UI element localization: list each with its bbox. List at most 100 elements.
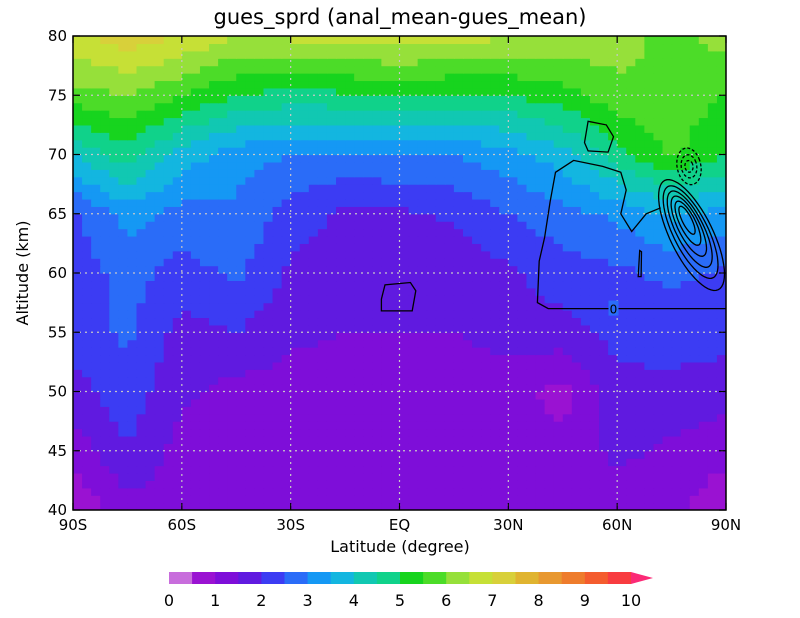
heatmap-cell — [426, 280, 437, 289]
heatmap-cell — [707, 339, 718, 348]
heatmap-cell — [345, 95, 355, 104]
heatmap-cell — [381, 287, 392, 296]
heatmap-cell — [326, 184, 337, 193]
heatmap-cell — [91, 36, 101, 45]
heatmap-cell — [172, 354, 183, 363]
heatmap-cell — [417, 502, 428, 510]
heatmap-cell — [517, 413, 528, 422]
heatmap-cell — [417, 213, 428, 222]
heatmap-cell — [163, 250, 174, 259]
heatmap-cell — [662, 258, 673, 267]
heatmap-cell — [490, 250, 500, 259]
heatmap-cell — [245, 458, 255, 467]
heatmap-cell — [435, 73, 446, 82]
heatmap-cell — [372, 361, 382, 370]
heatmap-cell — [381, 95, 392, 104]
heatmap-cell — [100, 80, 110, 89]
heatmap-cell — [426, 147, 437, 156]
heatmap-cell — [254, 317, 265, 326]
heatmap-cell — [517, 124, 528, 133]
heatmap-cell — [354, 206, 364, 215]
heatmap-cell — [326, 117, 337, 126]
heatmap-cell — [91, 421, 101, 430]
heatmap-cell — [354, 435, 364, 444]
heatmap-cell — [462, 213, 473, 222]
heatmap-cell — [553, 102, 564, 111]
heatmap-cell — [317, 139, 328, 148]
heatmap-cell — [526, 502, 537, 510]
heatmap-cell — [626, 213, 636, 222]
heatmap-cell — [109, 139, 119, 148]
heatmap-cell — [299, 50, 310, 59]
heatmap-cell — [589, 428, 600, 437]
heatmap-cell — [109, 184, 119, 193]
heatmap-cell — [626, 310, 636, 319]
heatmap-cell — [508, 65, 518, 74]
heatmap-cell — [127, 472, 138, 481]
heatmap-cell — [680, 324, 691, 333]
heatmap-cell — [136, 36, 147, 45]
heatmap-cell — [517, 361, 528, 370]
heatmap-cell — [644, 176, 655, 185]
heatmap-cell — [190, 250, 201, 259]
heatmap-cell — [136, 110, 147, 119]
heatmap-cell — [272, 384, 283, 393]
heatmap-cell — [426, 124, 437, 133]
heatmap-cell — [218, 458, 228, 467]
heatmap-cell — [689, 324, 700, 333]
heatmap-cell — [526, 147, 537, 156]
heatmap-cell — [263, 391, 274, 400]
heatmap-cell — [345, 117, 355, 126]
heatmap-cell — [562, 450, 573, 459]
heatmap-cell — [481, 287, 491, 296]
heatmap-cell — [526, 132, 537, 141]
heatmap-cell — [408, 228, 419, 237]
heatmap-cell — [698, 495, 709, 504]
heatmap-cell — [698, 80, 709, 89]
heatmap-cell — [544, 80, 555, 89]
heatmap-cell — [127, 169, 138, 178]
heatmap-cell — [635, 339, 645, 348]
heatmap-cell — [671, 406, 682, 415]
heatmap-cell — [154, 502, 165, 510]
heatmap-cell — [453, 310, 464, 319]
heatmap-cell — [245, 391, 255, 400]
heatmap-cell — [608, 87, 618, 96]
heatmap-cell — [481, 124, 491, 133]
heatmap-cell — [218, 398, 228, 407]
heatmap-cell — [254, 221, 265, 230]
heatmap-cell — [535, 265, 546, 274]
heatmap-cell — [553, 176, 564, 185]
heatmap-cell — [245, 310, 255, 319]
heatmap-cell — [363, 73, 373, 82]
heatmap-cell — [290, 428, 301, 437]
heatmap-cell — [707, 347, 718, 356]
heatmap-cell — [254, 176, 265, 185]
heatmap-cell — [218, 502, 228, 510]
heatmap-cell — [91, 317, 101, 326]
heatmap-cell — [263, 369, 274, 378]
heatmap-cell — [580, 384, 591, 393]
heatmap-cell — [499, 421, 509, 430]
heatmap-cell — [462, 317, 473, 326]
heatmap-cell — [644, 495, 655, 504]
heatmap-cell — [562, 458, 573, 467]
heatmap-cell — [426, 87, 437, 96]
heatmap-cell — [118, 332, 129, 341]
heatmap-cell — [308, 213, 319, 222]
heatmap-cell — [390, 413, 401, 422]
heatmap-cell — [118, 472, 129, 481]
heatmap-cell — [209, 139, 219, 148]
heatmap-cell — [671, 347, 682, 356]
heatmap-cell — [281, 184, 292, 193]
heatmap-cell — [399, 132, 410, 141]
heatmap-cell — [626, 265, 636, 274]
heatmap-cell — [544, 50, 555, 59]
heatmap-cell — [589, 324, 600, 333]
heatmap-cell — [82, 198, 92, 207]
heatmap-cell — [154, 361, 165, 370]
heatmap-cell — [698, 413, 709, 422]
heatmap-cell — [481, 265, 491, 274]
heatmap-cell — [426, 132, 437, 141]
heatmap-cell — [136, 495, 147, 504]
